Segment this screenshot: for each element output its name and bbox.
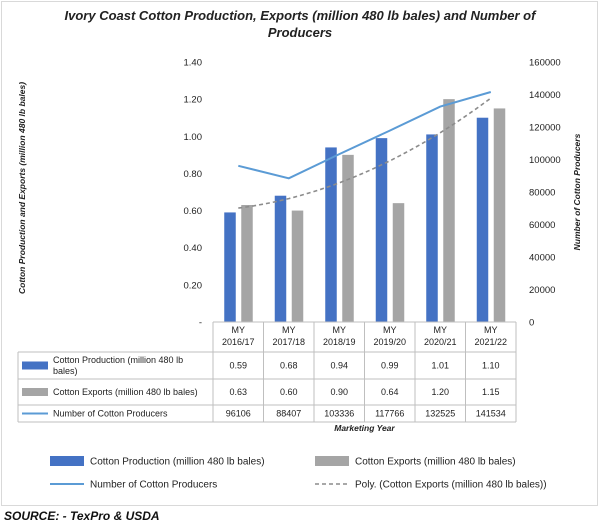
category-label: MY <box>383 325 397 335</box>
y2-tick-label: 60000 <box>529 220 555 231</box>
table-cell: 0.99 <box>381 361 399 371</box>
table-series-label: bales) <box>53 366 78 376</box>
y2-tick-label: 160000 <box>529 58 561 69</box>
x-axis-title: Marketing Year <box>334 423 395 433</box>
table-cell: 0.64 <box>381 387 399 397</box>
y2-tick-label: 140000 <box>529 90 561 101</box>
bar <box>274 195 287 322</box>
category-label: 2019/20 <box>373 337 406 347</box>
table-cell: 1.20 <box>431 387 449 397</box>
chart-title-line: Producers <box>268 25 332 40</box>
category-label: 2016/17 <box>222 337 255 347</box>
table-cell: 1.15 <box>482 387 500 397</box>
category-label: 2018/19 <box>323 337 356 347</box>
table-cell: 141534 <box>476 409 506 419</box>
bar <box>375 138 388 322</box>
y-tick-label: - <box>199 318 202 329</box>
y2-axis-title: Number of Cotton Producers <box>572 133 582 250</box>
y-tick-label: 1.20 <box>184 95 203 106</box>
legend-label: Cotton Production (million 480 lb bales) <box>90 457 265 468</box>
y-tick-label: 1.40 <box>184 58 203 69</box>
y-tick-label: 0.60 <box>184 206 203 217</box>
bar <box>493 108 506 322</box>
table-cell: 96106 <box>226 409 251 419</box>
legend-label: Cotton Exports (million 480 lb bales) <box>355 457 516 468</box>
bar <box>342 154 354 322</box>
bar <box>443 99 455 323</box>
y-tick-label: 0.20 <box>184 280 203 291</box>
trendline-poly <box>238 97 492 209</box>
y-tick-label: 0.40 <box>184 243 203 254</box>
table-series-label: Number of Cotton Producers <box>53 409 168 419</box>
table-cell: 88407 <box>276 409 301 419</box>
y2-tick-label: 20000 <box>529 285 555 296</box>
legend-key <box>50 456 84 466</box>
y2-tick-label: 120000 <box>529 123 561 134</box>
bar <box>325 147 337 322</box>
table-cell: 0.90 <box>330 387 348 397</box>
category-label: 2017/18 <box>272 337 305 347</box>
table-series-label: Cotton Production (million 480 lb <box>53 355 183 365</box>
table-cell: 132525 <box>425 409 455 419</box>
chart-title-line: Ivory Coast Cotton Production, Exports (… <box>65 8 538 23</box>
legend-label: Poly. (Cotton Exports (million 480 lb ba… <box>355 480 547 491</box>
table-cell: 0.63 <box>229 387 247 397</box>
table-legend-key <box>22 361 48 370</box>
chart-frame <box>1 1 598 506</box>
table-cell: 1.10 <box>482 361 500 371</box>
legend-label: Number of Cotton Producers <box>90 480 217 491</box>
table-cell: 1.01 <box>431 361 449 371</box>
table-cell: 103336 <box>324 409 354 419</box>
bar <box>224 212 236 322</box>
category-label: 2021/22 <box>474 337 507 347</box>
bar <box>291 210 304 322</box>
source-note: SOURCE: - TexPro & USDA <box>4 509 160 523</box>
bar <box>476 117 489 322</box>
category-label: MY <box>232 325 246 335</box>
table-legend-key <box>22 388 48 396</box>
table-cell: 0.94 <box>330 361 348 371</box>
bar <box>426 134 438 322</box>
table-cell: 0.68 <box>280 361 298 371</box>
y2-tick-label: 40000 <box>529 253 555 264</box>
category-label: MY <box>434 325 448 335</box>
bar <box>241 205 253 322</box>
y2-tick-label: 0 <box>529 318 534 329</box>
y-tick-label: 1.00 <box>184 132 203 143</box>
category-label: MY <box>282 325 296 335</box>
y-axis-title: Cotton Production and Exports (million 4… <box>17 82 27 294</box>
table-cell: 0.60 <box>280 387 298 397</box>
y-tick-label: 0.80 <box>184 169 203 180</box>
category-label: MY <box>484 325 498 335</box>
y2-tick-label: 100000 <box>529 155 561 166</box>
table-series-label: Cotton Exports (million 480 lb bales) <box>53 387 198 397</box>
legend-key <box>315 456 349 466</box>
category-label: 2020/21 <box>424 337 457 347</box>
producers-line <box>238 91 492 180</box>
table-cell: 0.59 <box>229 361 247 371</box>
y2-tick-label: 80000 <box>529 188 555 199</box>
category-label: MY <box>333 325 347 335</box>
bar <box>392 203 405 322</box>
table-cell: 117766 <box>375 409 404 419</box>
chart: Ivory Coast Cotton Production, Exports (… <box>17 8 582 491</box>
